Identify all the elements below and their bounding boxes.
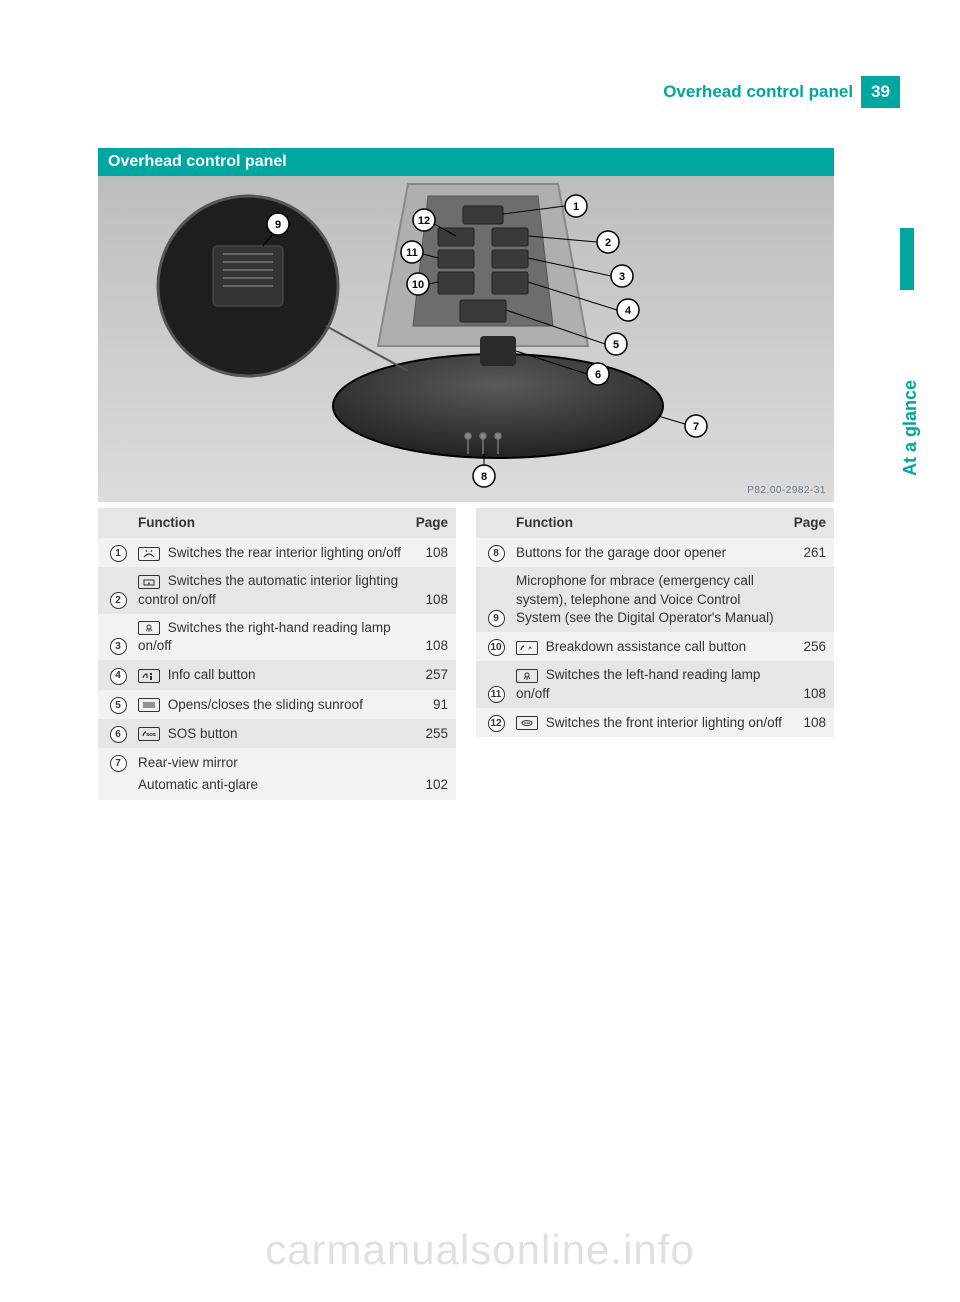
page-header: Overhead control panel 39 xyxy=(663,76,900,108)
row-function-text: Buttons for the garage door opener xyxy=(516,544,790,562)
row-function-text: Switches the right-hand reading lamp on/… xyxy=(138,619,412,655)
svg-text:4: 4 xyxy=(625,305,632,317)
table-row: 8 Buttons for the garage door opener261 xyxy=(476,538,834,567)
col-page-header: Page xyxy=(790,514,834,532)
row-function-text: Switches the front interior lighting on/… xyxy=(516,714,790,732)
col-function-header: Function xyxy=(516,514,790,532)
section-title-bar: Overhead control panel xyxy=(98,148,834,176)
svg-text:11: 11 xyxy=(406,247,418,259)
row-page-number: 256 xyxy=(790,638,834,656)
svg-text:1: 1 xyxy=(573,201,579,213)
row-page-number: 91 xyxy=(412,696,456,714)
sidebar-tab xyxy=(900,228,914,290)
row-page-number: 108 xyxy=(412,637,456,655)
svg-text:12: 12 xyxy=(418,215,430,227)
row-number-icon: 8 xyxy=(488,545,505,562)
row-function-text: Switches the left-hand reading lamp on/o… xyxy=(516,666,790,702)
sunroof-icon xyxy=(138,698,160,712)
auto-light-icon: A xyxy=(138,575,160,589)
row-page-number: 108 xyxy=(412,591,456,609)
row-function-text: A Switches the automatic interior lighti… xyxy=(138,572,412,608)
breakdown-icon xyxy=(516,641,538,655)
row-function-text: Breakdown assistance call button xyxy=(516,638,790,656)
row-page-number: 261 xyxy=(790,544,834,562)
svg-text:8: 8 xyxy=(481,471,487,483)
table-row: 9 Microphone for mbrace (emergency call … xyxy=(476,567,834,632)
figure-code: P82.00-2982-31 xyxy=(747,485,826,496)
front-light-icon xyxy=(516,716,538,730)
header-page-number: 39 xyxy=(861,76,900,108)
header-title: Overhead control panel xyxy=(663,82,861,102)
reading-lamp-icon xyxy=(138,621,160,635)
row-number-icon: 1 xyxy=(110,545,127,562)
row-number-icon: 12 xyxy=(488,715,505,732)
table-row: 11 Switches the left-hand reading lamp o… xyxy=(476,661,834,707)
row-page-number: 257 xyxy=(412,666,456,684)
reading-lamp-icon xyxy=(516,669,538,683)
table-row: 5 Opens/closes the sliding sunroof91 xyxy=(98,690,456,719)
rear-light-icon xyxy=(138,547,160,561)
row-subtext: Automatic anti-glare xyxy=(138,776,412,794)
row-page-number: 102 xyxy=(412,776,456,794)
info-icon xyxy=(138,669,160,683)
table-row: 7 Rear-view mirror Automatic anti-glare10… xyxy=(98,748,456,799)
row-number-icon: 2 xyxy=(110,592,127,609)
sidebar-section-label: At a glance xyxy=(900,380,921,476)
row-number-icon: 10 xyxy=(488,639,505,656)
row-number-icon: 11 xyxy=(488,686,505,703)
table-header-row: Function Page xyxy=(476,508,834,538)
row-function-text: Info call button xyxy=(138,666,412,684)
row-page-number: 108 xyxy=(790,714,834,732)
row-number-icon: 4 xyxy=(110,668,127,685)
overhead-panel-figure: 1 2 3 4 5 6 7 8 9 10 11 12 P82.00-2982-3… xyxy=(98,176,834,502)
left-function-table: Function Page 1 Switches the rear interi… xyxy=(98,508,456,800)
row-page-number: 108 xyxy=(412,544,456,562)
row-number-icon: 7 xyxy=(110,755,127,772)
sos-icon: SOS xyxy=(138,727,160,741)
row-number-icon: 5 xyxy=(110,697,127,714)
svg-text:SOS: SOS xyxy=(146,732,156,737)
page-container: Overhead control panel 39 At a glance Ov… xyxy=(0,0,960,1302)
row-function-text: Rear-view mirror xyxy=(138,754,412,772)
table-row: 4 Info call button257 xyxy=(98,660,456,689)
table-row: 6 SOS SOS button255 xyxy=(98,719,456,748)
svg-text:A: A xyxy=(148,580,151,585)
table-row: 10 Breakdown assistance call button256 xyxy=(476,632,834,661)
row-function-text: Microphone for mbrace (emergency call sy… xyxy=(516,572,790,627)
svg-text:2: 2 xyxy=(605,237,611,249)
row-number-icon: 6 xyxy=(110,726,127,743)
svg-text:9: 9 xyxy=(275,219,281,231)
row-function-text: SOS SOS button xyxy=(138,725,412,743)
row-function-text: Opens/closes the sliding sunroof xyxy=(138,696,412,714)
svg-text:6: 6 xyxy=(595,369,601,381)
svg-text:5: 5 xyxy=(613,339,619,351)
row-number-icon: 9 xyxy=(488,610,505,627)
table-row: 1 Switches the rear interior lighting on… xyxy=(98,538,456,567)
col-page-header: Page xyxy=(412,514,456,532)
function-tables: Function Page 1 Switches the rear interi… xyxy=(98,508,834,800)
table-row: 2 A Switches the automatic interior light… xyxy=(98,567,456,613)
row-number-icon: 3 xyxy=(110,638,127,655)
svg-text:10: 10 xyxy=(412,279,424,291)
table-row: 12 Switches the front interior lighting … xyxy=(476,708,834,737)
row-function-text: Switches the rear interior lighting on/o… xyxy=(138,544,412,562)
table-header-row: Function Page xyxy=(98,508,456,538)
svg-text:3: 3 xyxy=(619,271,625,283)
watermark-text: carmanualsonline.info xyxy=(0,1226,960,1274)
col-function-header: Function xyxy=(138,514,412,532)
svg-text:7: 7 xyxy=(693,421,699,433)
right-function-table: Function Page 8 Buttons for the garage d… xyxy=(476,508,834,800)
row-page-number: 108 xyxy=(790,685,834,703)
table-row: 3 Switches the right-hand reading lamp o… xyxy=(98,614,456,660)
row-page-number: 255 xyxy=(412,725,456,743)
